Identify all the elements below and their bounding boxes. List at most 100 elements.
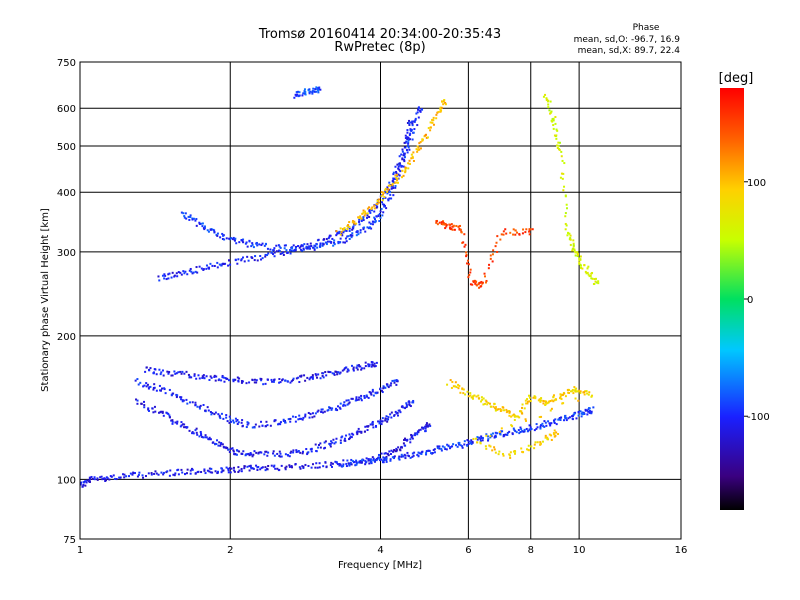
data-point: [246, 423, 249, 426]
data-point: [168, 474, 171, 477]
data-point: [331, 441, 334, 444]
data-point: [336, 232, 339, 235]
phase-stats-o: mean, sd,O: -96.7, 16.9: [574, 35, 681, 45]
data-point: [529, 426, 532, 429]
data-point: [213, 374, 216, 377]
data-point: [581, 267, 584, 270]
data-point: [485, 279, 488, 282]
data-point: [411, 122, 414, 125]
data-point: [327, 371, 330, 374]
data-point: [594, 280, 597, 283]
data-point: [365, 425, 368, 428]
data-point: [553, 429, 556, 432]
data-point: [538, 398, 541, 401]
data-point: [466, 259, 469, 262]
data-point: [385, 460, 388, 463]
data-point: [562, 393, 565, 396]
data-point: [289, 252, 292, 255]
data-point: [198, 377, 201, 380]
data-point: [335, 234, 338, 237]
data-point: [396, 163, 399, 166]
data-point: [578, 262, 581, 265]
data-point: [176, 275, 179, 278]
data-point: [340, 230, 343, 233]
data-point: [557, 144, 560, 147]
data-point: [214, 411, 217, 414]
data-point: [402, 406, 405, 409]
data-point: [161, 411, 164, 414]
data-point: [397, 414, 400, 417]
data-point: [189, 267, 192, 270]
data-point: [205, 267, 208, 270]
data-point: [287, 418, 290, 421]
data-point: [560, 150, 563, 153]
data-point: [247, 422, 250, 425]
data-point: [336, 409, 339, 412]
data-point: [591, 277, 594, 280]
data-point: [410, 153, 413, 156]
data-point: [390, 185, 393, 188]
data-point: [416, 150, 419, 153]
data-point: [522, 228, 525, 231]
data-point: [550, 434, 553, 437]
data-point: [375, 459, 378, 462]
data-point: [514, 229, 517, 232]
data-point: [297, 90, 300, 93]
data-point: [538, 416, 541, 419]
data-point: [194, 270, 197, 273]
data-point: [365, 394, 368, 397]
data-point: [161, 274, 164, 277]
data-point: [252, 246, 255, 249]
data-point: [311, 377, 314, 380]
data-point: [405, 140, 408, 143]
data-point: [235, 453, 238, 456]
data-point: [331, 372, 334, 375]
data-point: [205, 375, 208, 378]
data-point: [216, 439, 219, 442]
data-point: [158, 411, 161, 414]
data-point: [256, 468, 259, 471]
data-point: [506, 410, 509, 413]
data-point: [317, 88, 320, 91]
data-point: [225, 377, 228, 380]
data-point: [352, 225, 355, 228]
data-point: [411, 120, 414, 123]
data-point: [366, 395, 369, 398]
data-point: [387, 386, 390, 389]
data-point: [429, 452, 432, 455]
data-point: [203, 377, 206, 380]
y-tick-label: 400: [57, 188, 76, 199]
data-point: [591, 394, 594, 397]
data-point: [301, 94, 304, 97]
data-point: [330, 408, 333, 411]
data-point: [352, 369, 355, 372]
data-point: [286, 453, 289, 456]
data-point: [219, 444, 222, 447]
data-point: [348, 433, 351, 436]
data-point: [315, 450, 318, 453]
data-point: [404, 444, 407, 447]
data-point: [442, 220, 445, 223]
data-point: [191, 432, 194, 435]
data-point: [182, 399, 185, 402]
data-point: [283, 419, 286, 422]
data-point: [302, 92, 305, 95]
data-point: [122, 473, 125, 476]
data-point: [255, 242, 258, 245]
data-point: [335, 461, 338, 464]
data-point: [372, 457, 375, 460]
data-point: [438, 447, 441, 450]
data-point: [508, 410, 511, 413]
data-point: [518, 432, 521, 435]
data-point: [298, 94, 301, 97]
data-point: [585, 390, 588, 393]
data-point: [363, 226, 366, 229]
data-point: [355, 397, 358, 400]
data-point: [477, 397, 480, 400]
data-point: [319, 446, 322, 449]
data-point: [511, 425, 514, 428]
data-point: [528, 396, 531, 399]
data-point: [331, 462, 334, 465]
data-point: [171, 422, 174, 425]
data-point: [217, 413, 220, 416]
